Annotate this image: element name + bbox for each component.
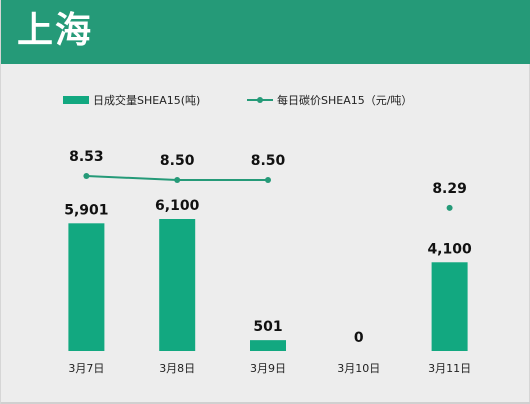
price-label-0: 8.53 — [69, 149, 104, 165]
price-point-2 — [265, 176, 271, 183]
legend-item-volume: 日成交量SHEA15(吨) — [63, 92, 200, 108]
price-point-4 — [446, 204, 453, 211]
legend-bar-swatch — [63, 96, 89, 104]
legend-label-price: 每日碳价SHEA15（元/吨） — [277, 94, 413, 107]
price-point-1 — [174, 176, 181, 183]
bar-value-label-4: 4,100 — [427, 241, 472, 257]
price-line-segment-0 — [86, 175, 178, 181]
price-label-2: 8.50 — [251, 153, 286, 169]
legend-item-price: 每日碳价SHEA15（元/吨） — [247, 92, 412, 108]
bar-2 — [250, 340, 286, 351]
bar-value-label-2: 501 — [253, 319, 282, 335]
price-label-1: 8.50 — [160, 153, 195, 169]
x-tick-label-1: 3月8日 — [159, 362, 195, 375]
bottom-divider — [1, 402, 530, 404]
x-tick-label-2: 3月9日 — [250, 362, 286, 375]
page-title: 上海 — [17, 10, 94, 51]
x-tick-label-3: 3月10日 — [337, 362, 380, 375]
bar-0 — [68, 223, 105, 351]
legend-label-volume: 日成交量SHEA15(吨) — [93, 94, 201, 107]
price-point-0 — [83, 173, 90, 179]
x-tick-label-4: 3月11日 — [428, 362, 471, 375]
bar-value-label-3: 0 — [354, 330, 364, 346]
header-bar: 上海 — [1, 0, 530, 64]
legend-line-swatch — [247, 96, 273, 104]
price-label-4: 8.29 — [432, 181, 467, 197]
bar-1 — [159, 219, 196, 351]
bar-4 — [431, 262, 468, 351]
x-tick-label-0: 3月7日 — [68, 362, 104, 375]
bar-value-label-0: 5,901 — [64, 202, 108, 218]
bar-value-label-1: 6,100 — [155, 198, 200, 214]
